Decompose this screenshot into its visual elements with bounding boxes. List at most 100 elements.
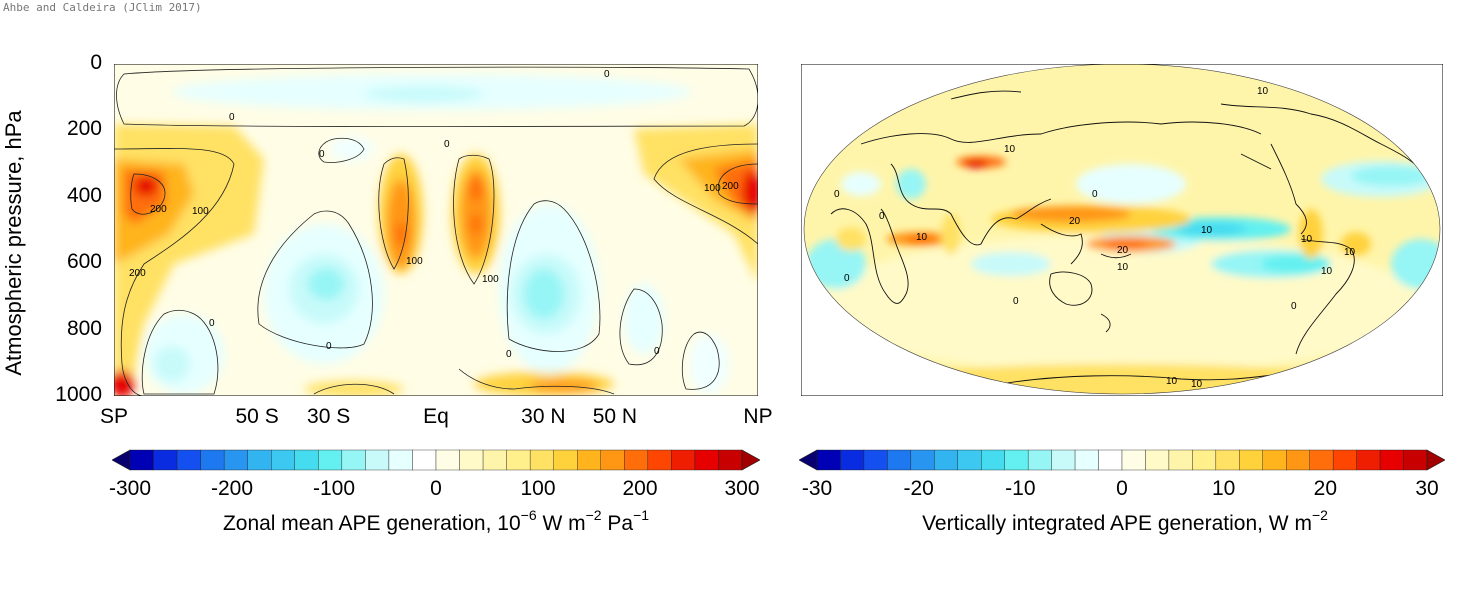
colorbar-cell [718, 449, 743, 471]
contour-label: 10 [1257, 86, 1269, 97]
contour-label: 0 [604, 69, 610, 80]
colorbar-tick-label: -100 [312, 477, 356, 500]
contour-label: 20 [1117, 245, 1129, 256]
colorbar-max-triangle [1426, 449, 1445, 471]
colorbar-cell [529, 449, 554, 471]
colorbar-cell [341, 449, 366, 471]
y-tick-label: 400 [66, 183, 102, 207]
colorbar-cell [318, 449, 343, 471]
contour-label: 0 [326, 341, 332, 352]
colorbar-cell [294, 449, 319, 471]
colorbar-cell [1004, 449, 1029, 471]
x-tick-label: NP [743, 405, 773, 428]
colorbar-cell [176, 449, 201, 471]
contour-label: 0 [879, 211, 885, 222]
contour-label: 0 [1291, 301, 1297, 312]
y-axis-label: Atmospheric pressure, hPa [1, 110, 26, 376]
colorbar-cell [887, 449, 912, 471]
colorbar-cell [1309, 449, 1334, 471]
x-tick-label: 50 N [592, 405, 638, 428]
colorbar-cell [1121, 449, 1146, 471]
colorbar-tick-label: 0 [1116, 477, 1128, 500]
contour-label: 0 [229, 112, 235, 123]
y-tick-label: 1000 [55, 383, 102, 406]
colorbar-cell [840, 449, 865, 471]
colorbar-min-triangle [112, 449, 131, 471]
contour-label: 0 [319, 149, 325, 160]
colorbar-cell [694, 449, 719, 471]
colorbar-tick-label: 20 [1313, 477, 1338, 500]
contour-label: 10 [1344, 247, 1356, 258]
colorbar-cell [1074, 449, 1099, 471]
colorbar-cell [200, 449, 225, 471]
contour-label: 0 [834, 189, 840, 200]
colorbar-tick-label: -200 [210, 477, 254, 500]
colorbar-cell [600, 449, 625, 471]
colorbar-cell [647, 449, 672, 471]
colorbar-cell [1098, 449, 1123, 471]
colorbar-cell [1403, 449, 1428, 471]
contour-label: 100 [482, 274, 499, 285]
contour-label: 0 [444, 139, 450, 150]
colorbar-cell [1286, 449, 1310, 471]
colorbar-cell [981, 449, 1005, 471]
colorbar-cell [412, 449, 437, 471]
colorbar-cell [1145, 449, 1170, 471]
colorbar-left [112, 449, 760, 471]
colorbar-cell [506, 449, 531, 471]
colorbar-cell [247, 449, 272, 471]
colorbar-cell [223, 449, 248, 471]
y-tick-label: 600 [66, 250, 102, 274]
contour-label: 10 [1201, 225, 1213, 236]
colorbar-min-triangle [799, 449, 818, 471]
contour-label: 10 [916, 232, 928, 243]
contour-label: 10 [1191, 379, 1203, 390]
colorbar-tick-label: 100 [520, 477, 556, 500]
colorbar-cell [1356, 449, 1381, 471]
colorbar-cell [482, 449, 507, 471]
colorbar-cell [577, 449, 601, 471]
colorbar-tick-label: 30 [1415, 477, 1439, 500]
colorbar-cell [1332, 449, 1357, 471]
contour-label: 10 [1117, 262, 1129, 273]
colorbar-cell [957, 449, 982, 471]
x-tick-label: 30 S [307, 405, 351, 428]
colorbar-cell [671, 449, 696, 471]
contour-label: 10 [1321, 266, 1333, 277]
contour-label: 10 [1004, 144, 1016, 155]
contour-label: 10 [1166, 376, 1178, 387]
colorbar-cell [365, 449, 390, 471]
contour-label: 10 [1301, 234, 1313, 245]
colorbar-max-triangle [741, 449, 760, 471]
colorbar-cell [1168, 449, 1193, 471]
colorbar-cell [553, 449, 578, 471]
global-map-plot: 10 10 10 0 0 0 20 20 10 10 10 10 10 0 0 0 10 10 [801, 64, 1443, 396]
colorbar-cell [271, 449, 295, 471]
colorbar-cell [1215, 449, 1240, 471]
contour-label: 200 [129, 268, 146, 279]
contour-label: 200 [722, 181, 739, 192]
y-tick-label: 0 [90, 51, 102, 74]
colorbar-cell [1027, 449, 1052, 471]
contour-label: 0 [1092, 189, 1098, 200]
colorbar-cell [388, 449, 413, 471]
x-tick-label: Eq [423, 405, 449, 428]
colorbar-cell [910, 449, 935, 471]
contour-label: 200 [150, 204, 167, 215]
colorbar-tick-label: -10 [1005, 477, 1036, 500]
colorbar-right-title: Vertically integrated APE generation, W … [922, 507, 1328, 535]
colorbar-tick-label: 300 [724, 477, 760, 500]
colorbar-cell [863, 449, 888, 471]
colorbar-cell [1262, 449, 1287, 471]
contour-label: 0 [506, 349, 512, 360]
colorbar-cell [459, 449, 484, 471]
x-tick-label: 50 S [235, 405, 279, 428]
colorbar-tick-label: 0 [430, 477, 442, 500]
contour-label: 20 [1069, 216, 1081, 227]
figure-credit: Ahbe and Caldeira (JClim 2017) [3, 1, 202, 14]
y-tick-label: 800 [66, 316, 102, 340]
colorbar-tick-label: -20 [903, 477, 934, 500]
x-tick-label: SP [99, 405, 129, 428]
x-tick-label: 30 N [521, 405, 566, 428]
colorbar-cell [816, 449, 841, 471]
